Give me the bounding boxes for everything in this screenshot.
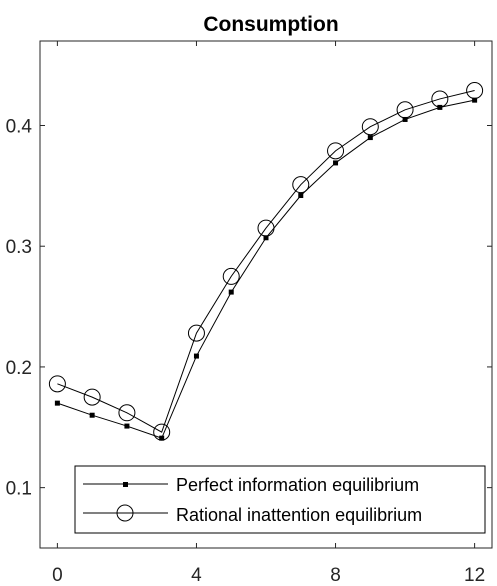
legend-marker-perfect <box>123 482 128 487</box>
x-tick-label: 0 <box>52 565 63 586</box>
data-point-rational-3 <box>153 423 171 441</box>
data-point-perfect-9 <box>367 135 373 141</box>
data-point-perfect-1 <box>89 412 95 418</box>
data-point-perfect-10 <box>402 116 408 122</box>
series-line-1 <box>57 90 475 433</box>
data-point-perfect-6 <box>263 235 269 241</box>
data-point-perfect-4 <box>193 353 199 359</box>
y-tick-label: 0.4 <box>6 117 33 138</box>
plot-area <box>39 40 493 549</box>
x-tick-label: 8 <box>330 565 341 586</box>
data-point-rational-7 <box>292 176 310 194</box>
data-point-rational-6 <box>257 219 275 237</box>
data-point-perfect-2 <box>124 423 130 429</box>
data-point-rational-2 <box>118 404 136 422</box>
legend-label-rational: Rational inattention equilibrium <box>176 505 422 525</box>
x-tick-label: 12 <box>464 565 485 586</box>
legend-label-perfect: Perfect information equilibrium <box>176 475 419 495</box>
data-point-rational-5 <box>222 267 240 285</box>
x-tick-label: 4 <box>191 565 202 586</box>
y-tick-label: 0.3 <box>6 237 32 258</box>
data-point-rational-8 <box>327 142 345 160</box>
ticks-layer: 0 4 8 12 0.1 0.2 0.3 0.4 <box>6 41 492 586</box>
data-point-rational-1 <box>83 388 101 406</box>
data-point-perfect-7 <box>298 193 304 199</box>
data-point-perfect-8 <box>333 160 339 166</box>
data-point-rational-0 <box>48 375 66 393</box>
data-point-perfect-0 <box>54 400 60 406</box>
data-point-perfect-3 <box>159 435 165 441</box>
chart-title: Consumption <box>203 13 338 36</box>
y-tick-label: 0.2 <box>6 358 32 379</box>
y-tick-label: 0.1 <box>6 479 32 500</box>
data-point-rational-10 <box>396 101 414 119</box>
data-point-rational-9 <box>361 118 379 136</box>
data-point-perfect-12 <box>472 97 478 103</box>
data-point-perfect-5 <box>228 289 234 295</box>
data-point-rational-12 <box>466 81 484 99</box>
legend-marker-rational <box>116 504 134 522</box>
legend-box <box>74 465 486 534</box>
legend: Perfect information equilibrium Rational… <box>74 465 486 534</box>
data-point-rational-11 <box>431 90 449 108</box>
plot-frame <box>39 40 493 549</box>
data-point-rational-4 <box>187 324 205 342</box>
series-layer <box>48 81 484 441</box>
